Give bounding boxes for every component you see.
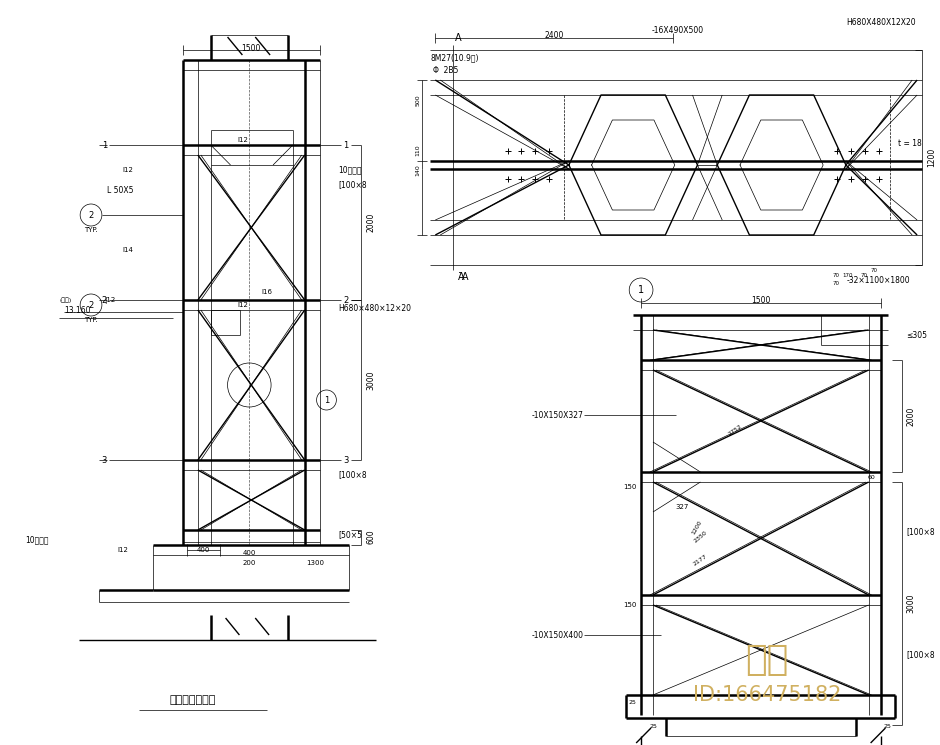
Text: H680×480×12×20: H680×480×12×20: [338, 303, 412, 312]
Text: 60: 60: [868, 475, 875, 480]
Text: TYP.: TYP.: [85, 227, 98, 233]
Text: 2: 2: [88, 300, 94, 309]
Text: 10号槽钢: 10号槽钢: [24, 536, 48, 545]
Text: 2752: 2752: [728, 423, 743, 437]
Text: 3: 3: [343, 455, 349, 464]
Text: 2350: 2350: [693, 530, 708, 544]
Text: 110: 110: [415, 145, 420, 156]
Text: 侧面结构布置图: 侧面结构布置图: [170, 695, 216, 705]
Text: 13.160: 13.160: [64, 305, 91, 314]
Text: 25: 25: [884, 723, 891, 729]
Text: 2: 2: [102, 296, 107, 305]
Text: 1500: 1500: [242, 43, 261, 52]
Text: 70: 70: [860, 273, 868, 277]
Text: 500: 500: [415, 94, 420, 106]
Text: 2: 2: [343, 296, 349, 305]
Text: 1: 1: [343, 141, 349, 150]
Text: [100×8: [100×8: [906, 650, 935, 659]
Text: 200: 200: [243, 560, 256, 566]
Text: (余同): (余同): [60, 297, 72, 302]
Text: 3000: 3000: [906, 593, 916, 612]
Text: 2: 2: [88, 211, 94, 220]
Text: -32×1100×1800: -32×1100×1800: [847, 276, 910, 285]
Text: 327: 327: [676, 504, 689, 510]
Text: 知末: 知末: [745, 643, 789, 677]
Text: 10号槽钢: 10号槽钢: [338, 165, 362, 174]
Text: l14: l14: [123, 247, 133, 253]
Text: l12: l12: [237, 137, 248, 143]
Text: ¯A: ¯A: [458, 272, 470, 282]
Text: -10X150X400: -10X150X400: [532, 630, 584, 639]
Text: Φ  2B5: Φ 2B5: [433, 66, 459, 75]
Text: 2177: 2177: [693, 554, 709, 567]
Text: 1200: 1200: [927, 148, 936, 167]
Text: 400: 400: [197, 547, 211, 553]
Text: 25: 25: [649, 723, 657, 729]
Text: 1200: 1200: [691, 519, 703, 535]
Text: t = 18: t = 18: [899, 139, 922, 148]
Text: [50×5: [50×5: [338, 530, 362, 539]
Text: 150: 150: [623, 602, 636, 608]
Text: 1: 1: [324, 396, 329, 405]
Text: 70: 70: [870, 267, 877, 273]
Text: 1500: 1500: [751, 296, 771, 305]
Text: 1: 1: [102, 141, 107, 150]
Text: 2000: 2000: [366, 212, 375, 232]
Text: H680X480X12X20: H680X480X12X20: [846, 17, 916, 27]
Text: 70: 70: [833, 273, 839, 277]
Text: l16: l16: [261, 289, 273, 295]
Text: 2400: 2400: [544, 31, 564, 39]
Text: 170: 170: [842, 273, 854, 277]
Text: [100×8: [100×8: [906, 527, 935, 536]
Text: 25: 25: [628, 700, 636, 706]
Text: -10X150X327: -10X150X327: [532, 410, 584, 419]
Text: A: A: [458, 272, 464, 282]
Text: 140: 140: [415, 164, 420, 176]
Text: l12: l12: [118, 547, 129, 553]
Text: L 50X5: L 50X5: [107, 186, 133, 194]
Text: TYP.: TYP.: [85, 317, 98, 323]
Text: ID:166475182: ID:166475182: [693, 685, 841, 705]
Text: 8M27(10.9级): 8M27(10.9级): [431, 54, 478, 63]
Text: 2000: 2000: [906, 406, 916, 425]
Text: l12: l12: [123, 167, 133, 173]
Text: ≤305: ≤305: [906, 331, 927, 340]
Text: 1300: 1300: [306, 560, 324, 566]
Text: 70: 70: [833, 281, 839, 285]
Text: -16X490X500: -16X490X500: [651, 25, 704, 34]
Text: 1: 1: [638, 285, 644, 295]
Text: 3: 3: [102, 455, 107, 464]
Text: 3000: 3000: [366, 370, 375, 390]
Text: [100×8: [100×8: [338, 180, 367, 189]
Text: 150: 150: [623, 484, 636, 490]
Text: 600: 600: [366, 530, 375, 545]
Text: l12: l12: [237, 302, 248, 308]
Text: [100×8: [100×8: [338, 471, 367, 480]
Text: A: A: [455, 33, 462, 43]
Text: |12: |12: [104, 297, 115, 303]
Text: 400: 400: [243, 550, 256, 556]
